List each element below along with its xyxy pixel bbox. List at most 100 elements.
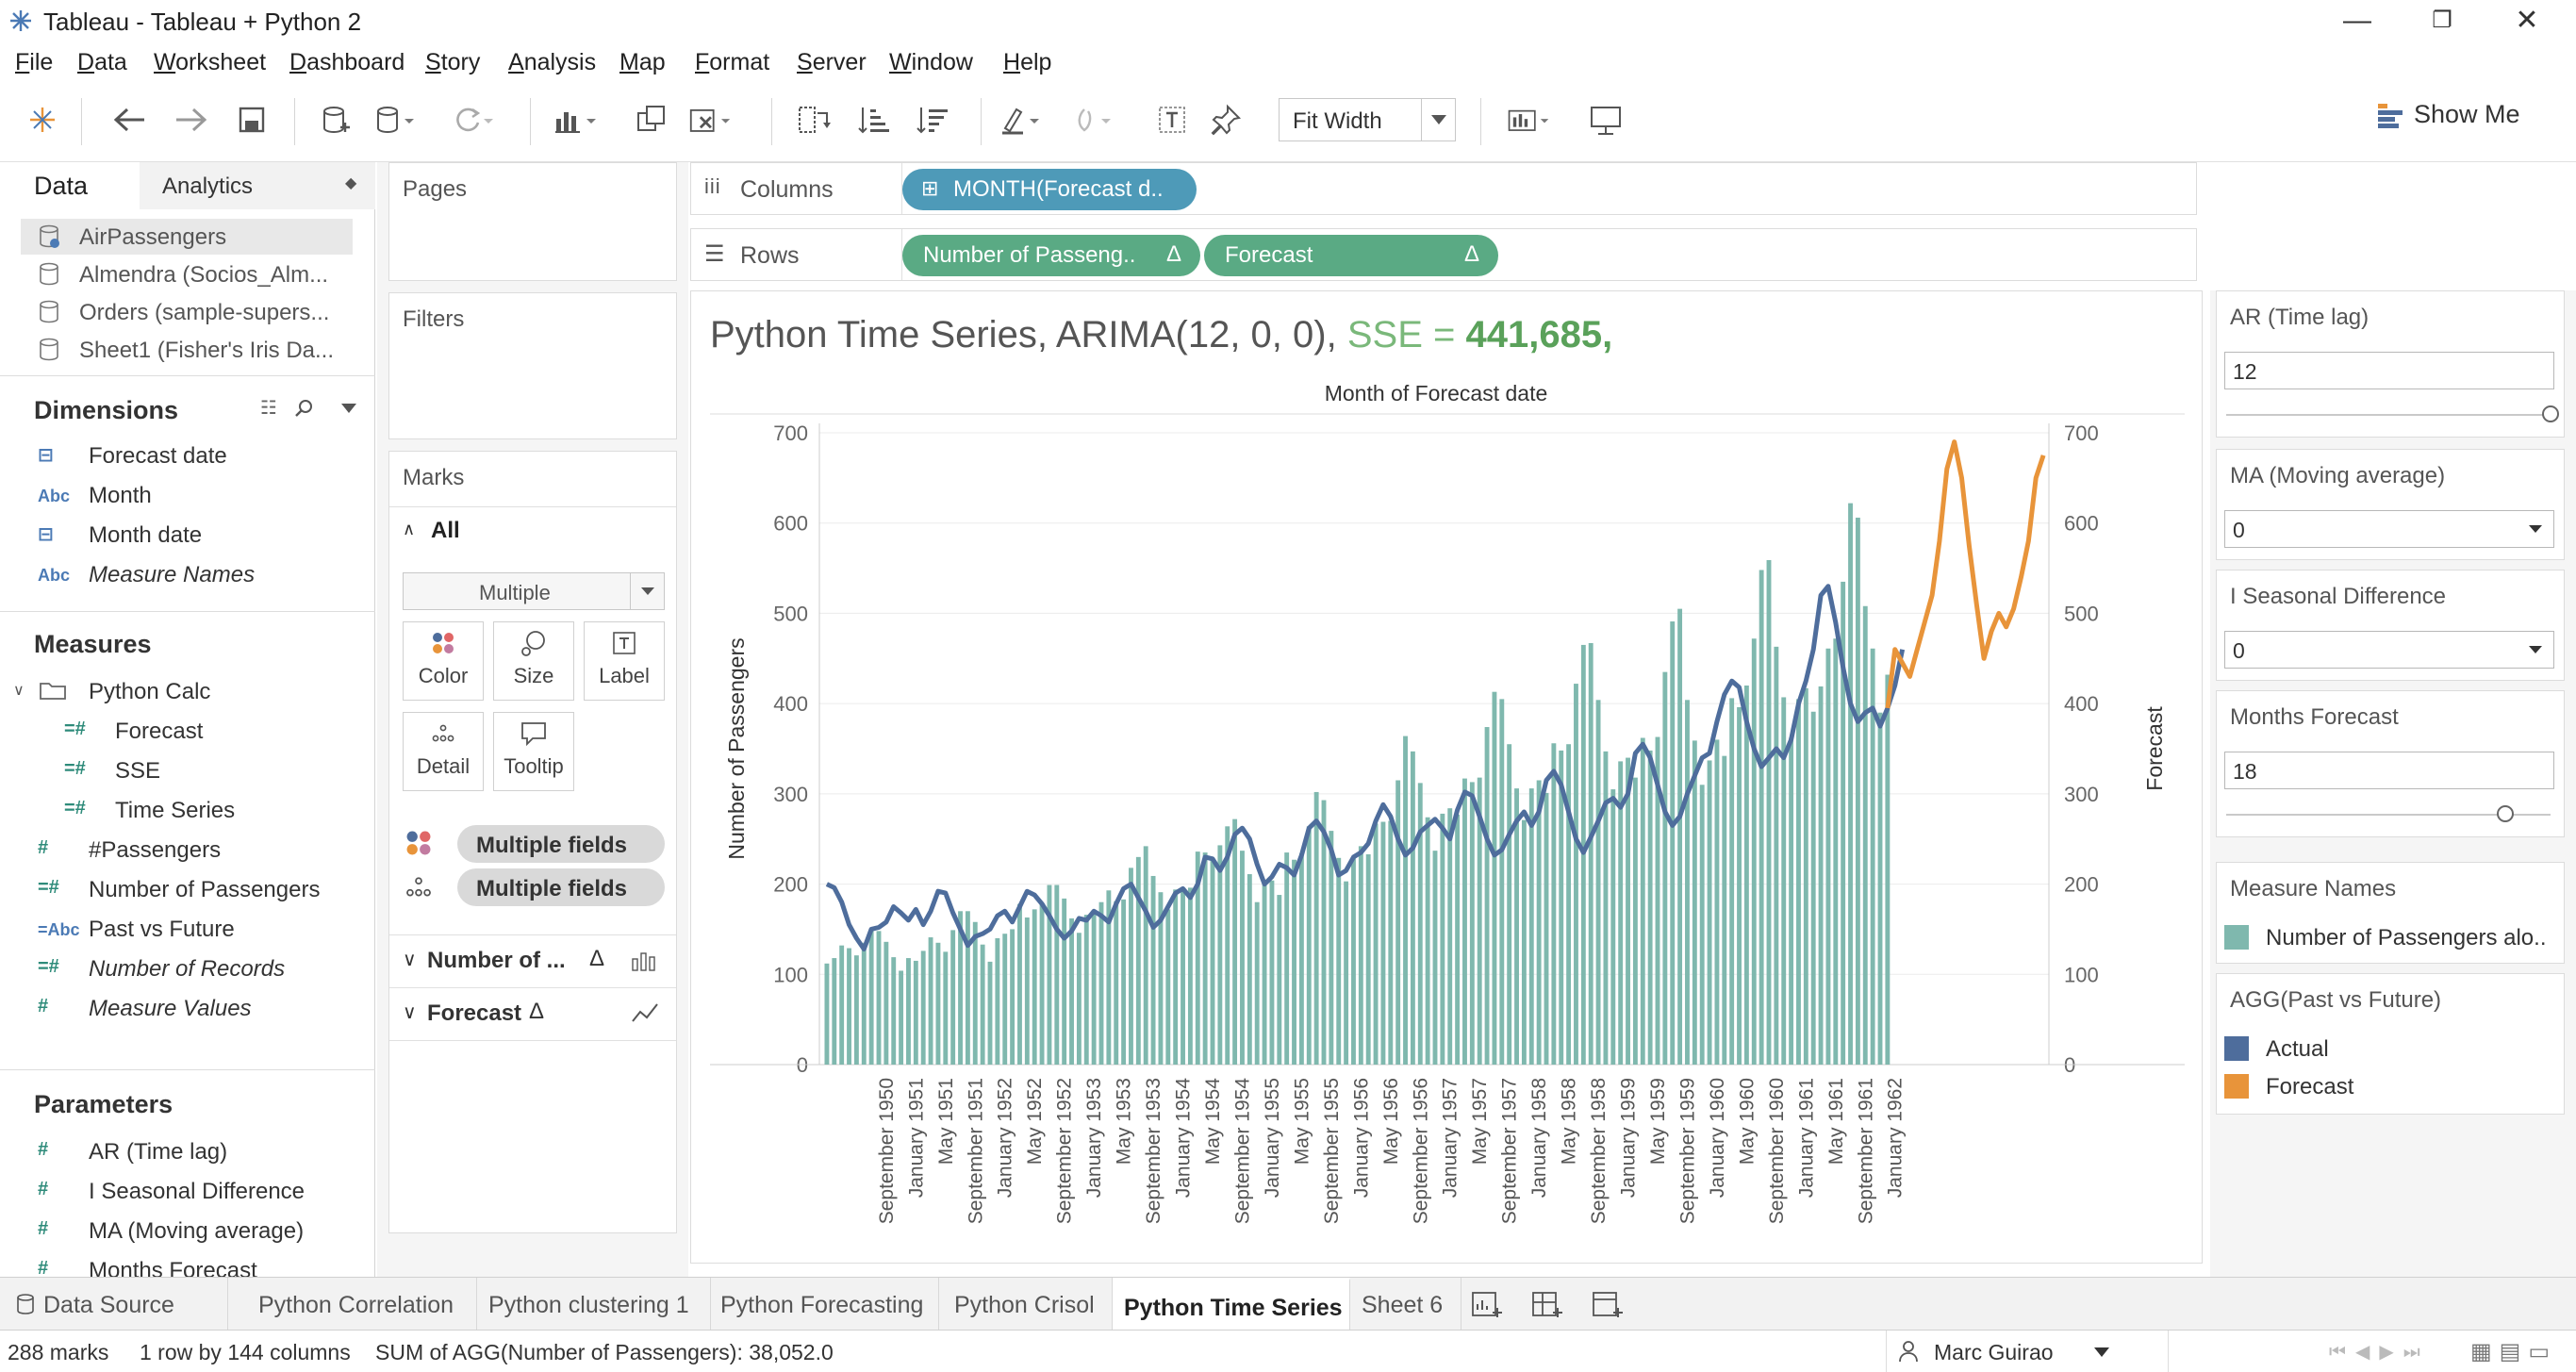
field-sse[interactable]: =# SSE xyxy=(60,751,400,788)
field-forecast[interactable]: =# Forecast xyxy=(60,711,400,749)
group-members-icon[interactable] xyxy=(1071,98,1115,141)
menu-dashboard[interactable]: Dashboard xyxy=(289,49,405,75)
mark-type-select[interactable]: Multiple xyxy=(403,572,665,610)
months-slider-track[interactable] xyxy=(2226,814,2551,816)
fit-select[interactable]: Fit Width xyxy=(1279,98,1456,141)
tab-python-clustering[interactable]: Python clustering 1 xyxy=(477,1278,711,1331)
menu-format[interactable]: Format xyxy=(695,49,770,75)
datasource-menu-icon[interactable] xyxy=(373,98,417,141)
show-me-button[interactable]: Show Me xyxy=(2376,100,2520,129)
months-input[interactable]: 18 xyxy=(2224,752,2554,789)
menu-help[interactable]: Help xyxy=(1003,49,1052,75)
datasource-orders[interactable]: Orders (sample-supers... xyxy=(21,294,353,330)
i-select[interactable]: 0 xyxy=(2224,631,2554,669)
new-worksheet-icon[interactable] xyxy=(1471,1291,1503,1319)
datasource-iris[interactable]: Sheet1 (Fisher's Iris Da... xyxy=(21,332,353,368)
new-dashboard-icon[interactable] xyxy=(1531,1291,1563,1319)
size-button[interactable]: Size xyxy=(493,621,574,701)
new-story-icon[interactable] xyxy=(1592,1291,1624,1319)
viz-canvas[interactable]: Python Time Series, ARIMA(12, 0, 0), SSE… xyxy=(690,290,2203,1264)
color-button[interactable]: Color xyxy=(403,621,484,701)
detail-button[interactable]: Detail xyxy=(403,712,484,791)
ar-slider-knob[interactable] xyxy=(2542,405,2559,422)
tab-data-source[interactable]: Data Source xyxy=(0,1278,228,1331)
duplicate-sheet-icon[interactable] xyxy=(630,98,673,141)
field-number-of-records[interactable]: =# Number of Records xyxy=(34,949,373,986)
swap-rows-columns-icon[interactable] xyxy=(792,98,835,141)
legend-item-actual[interactable]: Actual xyxy=(2224,1031,2558,1065)
sheet-navigation-icons[interactable]: ⏮◀▶⏭ xyxy=(2329,1342,2430,1363)
save-icon[interactable] xyxy=(230,98,273,141)
pane-options-icon[interactable]: ◆ xyxy=(345,175,357,191)
sort-ascending-icon[interactable] xyxy=(852,98,896,141)
sort-descending-icon[interactable] xyxy=(911,98,954,141)
columns-shelf[interactable]: iii Columns ⊞ MONTH(Forecast d.. xyxy=(690,162,2197,215)
menu-map[interactable]: Map xyxy=(619,49,666,75)
menu-data[interactable]: Data xyxy=(77,49,127,75)
param-i[interactable]: # I Seasonal Difference xyxy=(34,1171,373,1209)
menu-server[interactable]: Server xyxy=(797,49,867,75)
close-icon[interactable]: ✕ xyxy=(2515,5,2539,36)
ar-slider-track[interactable] xyxy=(2226,414,2551,416)
tab-python-forecasting[interactable]: Python Forecasting xyxy=(711,1278,939,1331)
pages-card[interactable]: Pages xyxy=(388,162,677,281)
undo-icon[interactable] xyxy=(107,98,151,141)
param-ma[interactable]: # MA (Moving average) xyxy=(34,1211,373,1248)
menu-story[interactable]: Story xyxy=(425,49,481,75)
show-cards-icon[interactable] xyxy=(1507,98,1550,141)
datasource-airpassengers[interactable]: AirPassengers xyxy=(21,219,353,255)
tab-python-time-series[interactable]: Python Time Series xyxy=(1113,1278,1350,1331)
field-past-vs-future[interactable]: =Abc Past vs Future xyxy=(34,909,373,947)
param-ar[interactable]: # AR (Time lag) xyxy=(34,1132,373,1169)
user-menu[interactable]: Marc Guirao xyxy=(1886,1331,2169,1372)
field-month-date[interactable]: ⊟ Month date xyxy=(34,515,373,553)
chevron-up-icon[interactable]: ∧ xyxy=(403,520,416,538)
number-of-passengers-pill[interactable]: Number of Passeng.. Δ xyxy=(902,235,1200,276)
datasource-almendra[interactable]: Almendra (Socios_Alm... xyxy=(21,256,353,292)
new-datasource-icon[interactable] xyxy=(315,98,358,141)
tooltip-button[interactable]: Tooltip xyxy=(493,712,574,791)
month-forecast-pill[interactable]: ⊞ MONTH(Forecast d.. xyxy=(902,169,1197,210)
view-mode-icons[interactable]: ▦▤▭ xyxy=(2470,1339,2558,1364)
tab-sheet-6[interactable]: Sheet 6 xyxy=(1350,1278,1461,1331)
legend-item-forecast[interactable]: Forecast xyxy=(2224,1068,2558,1102)
forecast-pill[interactable]: Forecast Δ xyxy=(1204,235,1498,276)
marks-all-label[interactable]: All xyxy=(431,518,460,543)
field-measure-names[interactable]: Abc Measure Names xyxy=(34,554,373,592)
legend-item-passengers[interactable]: Number of Passengers alo.. xyxy=(2224,919,2558,953)
menu-analysis[interactable]: Analysis xyxy=(508,49,597,75)
menu-window[interactable]: Window xyxy=(889,49,973,75)
field-measure-values[interactable]: # Measure Values xyxy=(34,988,373,1026)
minimize-icon[interactable]: — xyxy=(2343,5,2371,36)
view-options-icon[interactable]: ☷ xyxy=(260,398,277,419)
menu-worksheet[interactable]: Worksheet xyxy=(154,49,267,75)
folder-python-calc[interactable]: ∨ Python Calc xyxy=(9,671,373,709)
marks-number-of-passengers-row[interactable]: ∨ Number of ... Δ xyxy=(389,936,676,985)
detail-multiple-fields-pill[interactable]: Multiple fields xyxy=(457,868,665,906)
field-number-of-passengers[interactable]: =# Number of Passengers xyxy=(34,869,373,907)
menu-file[interactable]: File xyxy=(15,49,54,75)
ar-input[interactable]: 12 xyxy=(2224,352,2554,389)
refresh-icon[interactable] xyxy=(451,98,494,141)
redo-icon[interactable] xyxy=(170,98,213,141)
new-worksheet-icon[interactable] xyxy=(553,98,596,141)
tab-python-crisol[interactable]: Python Crisol xyxy=(939,1278,1113,1331)
presentation-mode-icon[interactable] xyxy=(1584,98,1627,141)
field-month[interactable]: Abc Month xyxy=(34,475,373,513)
tab-analytics[interactable]: Analytics xyxy=(140,162,375,209)
field-time-series[interactable]: =# Time Series xyxy=(60,790,400,828)
highlight-icon[interactable] xyxy=(999,98,1043,141)
ma-select[interactable]: 0 xyxy=(2224,510,2554,548)
tableau-home-icon[interactable] xyxy=(21,98,64,141)
rows-shelf[interactable]: ☰ Rows Number of Passeng.. Δ Forecast Δ xyxy=(690,228,2197,281)
field-passengers[interactable]: # #Passengers xyxy=(34,830,373,868)
tab-python-correlation[interactable]: Python Correlation xyxy=(247,1278,477,1331)
dimensions-menu-icon[interactable] xyxy=(341,404,356,413)
marks-forecast-row[interactable]: ∨ Forecast Δ xyxy=(389,989,676,1038)
months-slider-knob[interactable] xyxy=(2496,805,2514,822)
color-multiple-fields-pill[interactable]: Multiple fields xyxy=(457,825,665,863)
field-forecast-date[interactable]: ⊟ Forecast date xyxy=(34,436,373,473)
show-labels-icon[interactable] xyxy=(1150,98,1194,141)
restore-icon[interactable]: ❐ xyxy=(2432,8,2452,33)
